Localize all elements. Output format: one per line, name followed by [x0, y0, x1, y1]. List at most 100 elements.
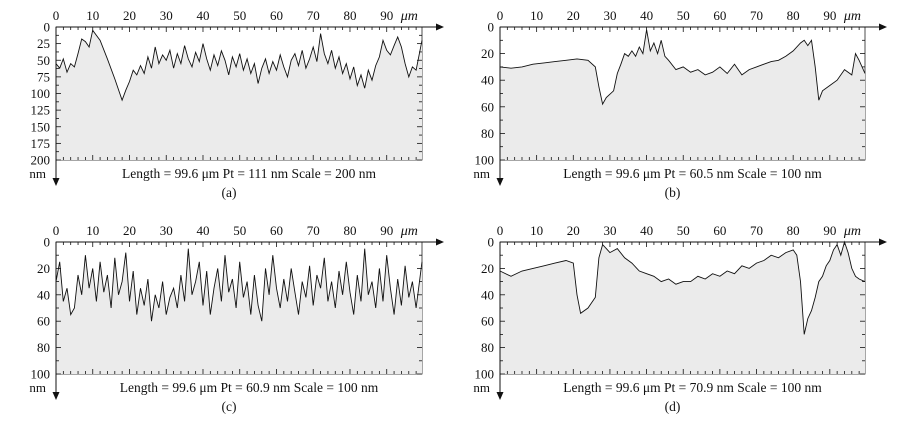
x-tick-label: 40 [196, 8, 209, 23]
measurement-info: Length = 99.6 μm Pt = 111 nm Scale = 200… [122, 166, 377, 181]
x-unit-label: μm [400, 9, 418, 24]
profile-area [500, 29, 865, 161]
x-tick-label: 70 [307, 8, 320, 23]
x-tick-label: 80 [787, 8, 800, 23]
y-tick-label: 40 [481, 73, 494, 88]
x-tick-label: 20 [123, 8, 136, 23]
x-tick-label: 0 [497, 8, 504, 23]
panel-label: (b) [665, 185, 681, 200]
x-unit-label: μm [843, 224, 861, 239]
x-tick-label: 90 [380, 8, 393, 23]
y-tick-label: 125 [31, 103, 51, 118]
y-tick-label: 40 [37, 287, 50, 302]
x-tick-label: 30 [603, 223, 616, 238]
x-tick-label: 60 [270, 223, 283, 238]
y-axis-arrow [52, 178, 60, 186]
x-tick-label: 80 [343, 223, 356, 238]
y-tick-label: 20 [481, 46, 494, 61]
x-tick-label: 30 [160, 223, 173, 238]
x-tick-label: 90 [380, 223, 393, 238]
x-tick-label: 20 [567, 223, 580, 238]
y-axis-arrow [496, 392, 504, 400]
x-tick-label: 90 [823, 223, 836, 238]
y-tick-label: 150 [31, 119, 51, 134]
profile-line [55, 248, 423, 322]
panel-label: (c) [222, 399, 237, 414]
x-axis-arrow [436, 238, 444, 246]
y-tick-label: 25 [37, 36, 50, 51]
y-unit-label: nm [29, 380, 46, 395]
y-tick-label: 80 [37, 340, 50, 355]
y-tick-label: 0 [488, 235, 495, 250]
x-axis-arrow [879, 23, 887, 31]
measurement-info: Length = 99.6 μm Pt = 70.9 nm Scale = 10… [563, 380, 822, 395]
y-tick-label: 0 [44, 20, 51, 35]
x-unit-label: μm [843, 9, 861, 24]
y-tick-label: 200 [31, 153, 51, 168]
x-tick-label: 20 [567, 8, 580, 23]
y-tick-label: 75 [37, 69, 50, 84]
x-tick-label: 50 [677, 8, 690, 23]
y-tick-label: 60 [481, 99, 494, 114]
y-unit-label: nm [473, 380, 490, 395]
panel-label: (a) [222, 185, 237, 200]
x-tick-label: 70 [750, 8, 763, 23]
y-tick-label: 80 [481, 126, 494, 141]
x-tick-label: 20 [123, 223, 136, 238]
y-unit-label: nm [29, 166, 46, 181]
x-tick-label: 50 [233, 223, 246, 238]
y-tick-label: 100 [475, 153, 495, 168]
x-tick-label: 80 [343, 8, 356, 23]
y-tick-label: 80 [481, 340, 494, 355]
y-tick-label: 50 [37, 53, 50, 68]
y-tick-label: 20 [481, 261, 494, 276]
x-tick-label: 10 [530, 8, 543, 23]
y-unit-label: nm [473, 166, 490, 181]
y-tick-label: 60 [481, 314, 494, 329]
x-tick-label: 10 [530, 223, 543, 238]
profile-line [55, 29, 423, 102]
y-tick-label: 40 [481, 287, 494, 302]
x-tick-label: 0 [53, 223, 60, 238]
profile-area [500, 242, 865, 374]
x-axis-arrow [879, 238, 887, 246]
y-tick-label: 100 [31, 367, 51, 382]
x-tick-label: 10 [86, 8, 99, 23]
x-tick-label: 50 [677, 223, 690, 238]
profile-area [56, 248, 422, 374]
chart-panel-1: 0 10 20 30 40 50 60 70 80 90 μm0255075100125150175… [29, 8, 444, 200]
x-tick-label: 60 [270, 8, 283, 23]
y-tick-label: 175 [31, 136, 51, 151]
y-tick-label: 0 [488, 20, 495, 35]
measurement-info: Length = 99.6 μm Pt = 60.9 nm Scale = 10… [120, 380, 379, 395]
profile-area [56, 30, 422, 160]
y-tick-label: 20 [37, 261, 50, 276]
x-tick-label: 60 [713, 8, 726, 23]
y-axis-arrow [52, 392, 60, 400]
x-tick-label: 80 [787, 223, 800, 238]
x-tick-label: 40 [640, 223, 653, 238]
profile-line [499, 29, 866, 106]
x-tick-label: 70 [307, 223, 320, 238]
x-tick-label: 10 [86, 223, 99, 238]
y-axis-arrow [496, 178, 504, 186]
x-tick-label: 40 [640, 8, 653, 23]
x-tick-label: 60 [713, 223, 726, 238]
y-tick-label: 100 [475, 367, 495, 382]
x-tick-label: 50 [233, 8, 246, 23]
y-tick-label: 100 [31, 86, 51, 101]
x-tick-label: 0 [497, 223, 504, 238]
panel-label: (d) [665, 399, 681, 414]
x-tick-label: 30 [160, 8, 173, 23]
measurement-info: Length = 99.6 μm Pt = 60.5 nm Scale = 10… [563, 166, 822, 181]
x-tick-label: 90 [823, 8, 836, 23]
x-tick-label: 40 [196, 223, 209, 238]
y-tick-label: 0 [44, 235, 51, 250]
x-tick-label: 0 [53, 8, 60, 23]
profile-line [499, 240, 866, 335]
x-tick-label: 30 [603, 8, 616, 23]
x-axis-arrow [436, 23, 444, 31]
